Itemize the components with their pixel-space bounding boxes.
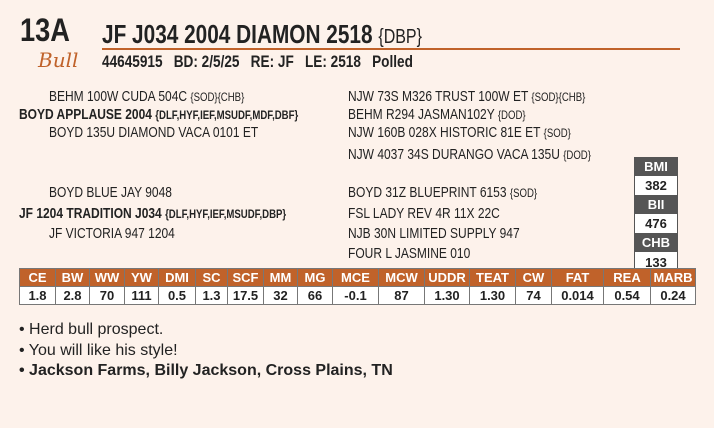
epd-header: FAT	[551, 268, 604, 287]
epd-table: CE BW WW YW DMI SC SCF MM MG MCE MCW UDDR TEAT CW FAT R…	[19, 268, 696, 305]
epd-value: 0.014	[551, 286, 604, 305]
designation-tag: {SOD}	[509, 186, 538, 200]
designation-tag: {DLF,HYF,IEF,MSUDF,MDF,DBF}	[155, 108, 299, 122]
designation-tag: {DLF,HYF,IEF,MSUDF,DBP}	[165, 207, 287, 221]
pedigree-sds: NJW 160B 028X HISTORIC 81E ET {SOD}	[348, 124, 571, 141]
epd-header: MARB	[650, 268, 696, 287]
animal-name: FOUR L JASMINE 010	[348, 245, 471, 262]
index-label: BII	[635, 196, 677, 213]
name-text: JF J034 2004 DIAMON 2518	[102, 19, 373, 49]
animal-name: NJW 4037 34S DURANGO VACA 135U	[348, 146, 560, 163]
animal-name: NJW 73S M326 TRUST 100W ET	[348, 88, 529, 105]
epd-value: 1.3	[195, 286, 228, 305]
name-tag: {DBP}	[378, 26, 422, 48]
pedigree-dsd: FSL LADY REV 4R 11X 22C	[348, 205, 500, 222]
pedigree-sss: NJW 73S M326 TRUST 100W ET {SOD}{CHB}	[348, 88, 585, 105]
index-value: 476	[635, 213, 677, 234]
pedigree-dam-dam: JF VICTORIA 947 1204	[49, 225, 175, 242]
re: RE: JF	[250, 52, 294, 71]
epd-value: 0.24	[650, 286, 696, 305]
animal-name: NJB 30N LIMITED SUPPLY 947	[348, 225, 520, 242]
pedigree-sdd: NJW 4037 34S DURANGO VACA 135U {DOD}	[348, 146, 591, 163]
epd-header: WW	[89, 268, 125, 287]
designation-tag: {DOD}	[497, 108, 526, 122]
lot-number: 13A	[20, 12, 70, 48]
epd-header: TEAT	[469, 268, 516, 287]
note-text: You will like his style!	[28, 342, 178, 359]
index-label: CHB	[635, 234, 677, 251]
consignor: • Jackson Farms, Billy Jackson, Cross Pl…	[19, 362, 393, 379]
epd-value: 32	[263, 286, 298, 305]
epd-header: YW	[124, 268, 159, 287]
epd-header: SCF	[227, 268, 264, 287]
epd-value: 17.5	[227, 286, 264, 305]
animal-name: JF J034 2004 DIAMON 2518 {DBP}	[102, 19, 422, 50]
animal-name: BOYD BLUE JAY 9048	[49, 184, 172, 201]
registration: 44645915	[102, 52, 163, 71]
animal-name: BEHM 100W CUDA 504C	[49, 88, 188, 105]
birth-date: BD: 2/5/25	[173, 52, 240, 71]
epd-value: 1.30	[469, 286, 516, 305]
epd-header: UDDR	[424, 268, 470, 287]
pedigree-dam: JF 1204 TRADITION J034 {DLF,HYF,IEF,MSUD…	[19, 205, 286, 222]
designation-tag: {DOD}	[563, 148, 591, 162]
epd-value: 0.5	[158, 286, 196, 305]
index-label: BMI	[635, 158, 677, 175]
pedigree-dds: NJB 30N LIMITED SUPPLY 947	[348, 225, 520, 242]
pedigree-ssd: BEHM R294 JASMAN102Y {DOD}	[348, 106, 526, 123]
epd-value: 1.8	[19, 286, 56, 305]
epd-value: 70	[89, 286, 125, 305]
note: • You will like his style!	[19, 342, 178, 359]
epd-value: 1.30	[424, 286, 470, 305]
epd-value: 66	[297, 286, 333, 305]
epd-header: MG	[297, 268, 333, 287]
epd-header: CW	[515, 268, 552, 287]
index-value: 382	[635, 175, 677, 196]
designation-tag: {SOD}{CHB}	[190, 90, 245, 104]
pedigree-dss: BOYD 31Z BLUEPRINT 6153 {SOD}	[348, 184, 537, 201]
note: • Herd bull prospect.	[19, 321, 164, 338]
epd-value: 111	[124, 286, 159, 305]
epd-header: CE	[19, 268, 56, 287]
animal-name: FSL LADY REV 4R 11X 22C	[348, 205, 500, 222]
epd-value: 2.8	[55, 286, 90, 305]
animal-name: BOYD APPLAUSE 2004	[19, 106, 152, 123]
id-line: 44645915 BD: 2/5/25 RE: JF LE: 2518 Polled	[102, 52, 424, 72]
epd-header: DMI	[158, 268, 196, 287]
le: LE: 2518	[304, 52, 361, 71]
pedigree-ddd: FOUR L JASMINE 010	[348, 245, 470, 262]
pedigree-dam-sire: BOYD BLUE JAY 9048	[49, 184, 172, 201]
animal-name: BEHM R294 JASMAN102Y	[348, 106, 495, 123]
epd-value: 74	[515, 286, 552, 305]
epd-header: MM	[263, 268, 298, 287]
epd-header: MCW	[378, 268, 425, 287]
animal-name: BOYD 31Z BLUEPRINT 6153	[348, 184, 507, 201]
polled: Polled	[372, 52, 413, 71]
animal-name: JF VICTORIA 947 1204	[49, 225, 175, 242]
animal-name: JF 1204 TRADITION J034	[19, 205, 162, 222]
sex-label: Bull	[38, 48, 79, 72]
epd-value: 0.54	[603, 286, 651, 305]
epd-value: -0.1	[332, 286, 379, 305]
designation-tag: {SOD}	[543, 126, 571, 140]
pedigree-sire-sire: BEHM 100W CUDA 504C {SOD}{CHB}	[49, 88, 244, 105]
animal-name: NJW 160B 028X HISTORIC 81E ET	[348, 124, 541, 141]
note-text: Jackson Farms, Billy Jackson, Cross Plai…	[29, 362, 393, 379]
index-box: BMI 382 BII 476 CHB 133	[634, 157, 678, 275]
designation-tag: {SOD}{CHB}	[531, 90, 586, 104]
epd-header: REA	[603, 268, 651, 287]
epd-value: 87	[378, 286, 425, 305]
note-text: Herd bull prospect.	[29, 321, 164, 338]
divider	[102, 48, 680, 50]
animal-name: BOYD 135U DIAMOND VACA 0101 ET	[49, 124, 259, 141]
pedigree-sire: BOYD APPLAUSE 2004 {DLF,HYF,IEF,MSUDF,MD…	[19, 106, 298, 123]
epd-header: SC	[195, 268, 228, 287]
epd-header: BW	[55, 268, 90, 287]
epd-header: MCE	[332, 268, 379, 287]
pedigree-sire-dam: BOYD 135U DIAMOND VACA 0101 ET	[49, 124, 258, 141]
